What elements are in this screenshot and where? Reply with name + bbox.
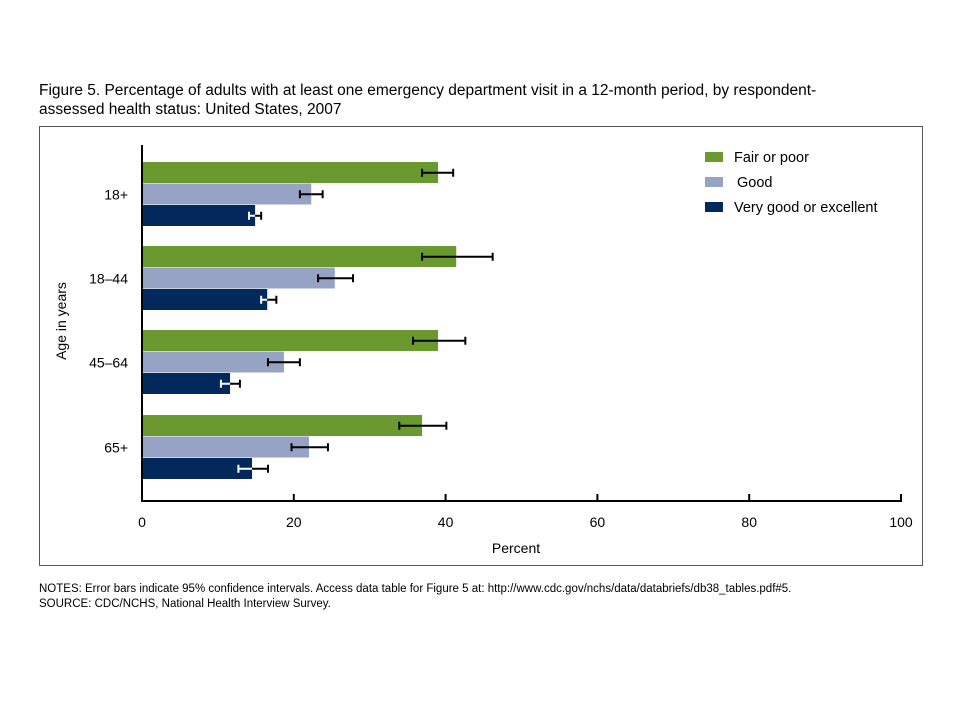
x-tick-label-2: 40: [438, 514, 454, 530]
error-bar-2-0: [248, 211, 263, 220]
x-tick-label-5: 100: [889, 514, 913, 530]
error-bar-2-3: [237, 464, 269, 473]
chart-frame: [39, 126, 923, 566]
error-bar-2-1: [260, 295, 278, 304]
error-bar-0-3: [398, 421, 448, 430]
x-tick-label-4: 80: [741, 514, 757, 530]
bar-1-2: [142, 351, 284, 373]
bar-2-1: [142, 289, 268, 310]
chart-title-line-1: Figure 5. Percentage of adults with at l…: [39, 82, 817, 99]
bar-1-0: [142, 183, 312, 205]
bar-2-3: [142, 458, 253, 479]
y-axis-title: Age in years: [53, 282, 69, 360]
bar-2-2: [142, 373, 231, 394]
legend-label-1: Good: [737, 175, 772, 191]
bar-0-2: [142, 330, 439, 351]
error-bar-1-0: [298, 190, 324, 199]
error-bar-2-2: [219, 379, 241, 388]
chart-title-line-2: assessed health status: United States, 2…: [39, 101, 342, 118]
category-label-3: 65+: [104, 439, 128, 455]
error-bar-1-2: [266, 358, 301, 367]
legend-swatch-0: [705, 152, 723, 162]
legend: Fair or poor Good Very good or excellent: [705, 150, 877, 216]
error-bar-0-0: [421, 168, 455, 177]
legend-swatch-2: [705, 202, 723, 212]
source-text: SOURCE: CDC/NCHS, National Health Interv…: [39, 598, 331, 610]
notes-text: NOTES: Error bars indicate 95% confidenc…: [39, 583, 792, 595]
bar-0-3: [142, 415, 423, 436]
x-axis-title: Percent: [492, 540, 540, 556]
axes-layer: 18+ 18–44 45–64 65+ 0 20 40 60 80 100 Percent Age i…: [53, 145, 913, 556]
x-tick-label-0: 0: [138, 514, 146, 530]
bar-1-3: [142, 436, 309, 458]
x-tick-label-3: 60: [590, 514, 606, 530]
category-label-2: 45–64: [89, 354, 128, 370]
x-tick-label-1: 20: [286, 514, 302, 530]
bar-1-1: [142, 267, 335, 289]
legend-label-0: Fair or poor: [734, 150, 809, 166]
category-label-0: 18+: [104, 186, 128, 202]
bar-0-0: [142, 162, 439, 183]
chart-notes: NOTES: Error bars indicate 95% confidenc…: [39, 582, 791, 612]
error-bar-1-1: [317, 274, 355, 283]
error-bar-0-2: [411, 336, 467, 345]
category-label-1: 18–44: [89, 270, 128, 286]
legend-label-2: Very good or excellent: [734, 200, 877, 216]
bar-0-1: [142, 246, 457, 267]
bars-layer: [142, 162, 457, 479]
chart-title: Figure 5. Percentage of adults with at l…: [39, 81, 919, 119]
error-bars-layer: [219, 168, 494, 473]
error-bar-0-1: [421, 252, 494, 261]
error-bar-1-3: [290, 443, 329, 452]
bar-2-0: [142, 205, 256, 226]
legend-swatch-1: [705, 177, 723, 187]
